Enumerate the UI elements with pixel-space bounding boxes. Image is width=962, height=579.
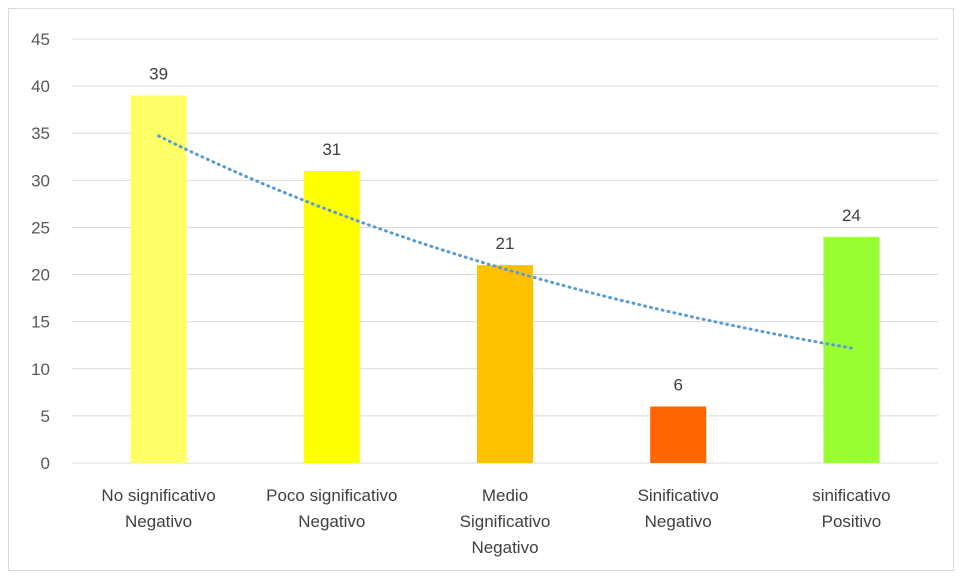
data-label: 24 xyxy=(842,206,861,225)
category-label-line: Medio xyxy=(482,486,528,505)
bar xyxy=(823,236,880,463)
bars xyxy=(130,95,880,464)
y-tick-label: 15 xyxy=(31,313,50,332)
trendline-layer xyxy=(157,134,853,350)
category-label-line: Negativo xyxy=(298,512,365,531)
category-label: Medio Significativo Negativo xyxy=(460,486,551,557)
category-label-line: Negativo xyxy=(645,512,712,531)
y-tick-label: 5 xyxy=(41,407,50,426)
category-label-line: Significativo xyxy=(460,512,551,531)
category-label-line: Positivo xyxy=(822,512,882,531)
y-tick-label: 40 xyxy=(31,77,50,96)
y-tick-label: 10 xyxy=(31,360,50,379)
trendline xyxy=(157,134,853,350)
y-tick-label: 30 xyxy=(31,171,50,190)
data-label: 31 xyxy=(322,140,341,159)
bar xyxy=(130,95,187,464)
gridlines xyxy=(72,38,938,464)
y-tick-label: 45 xyxy=(31,30,50,49)
category-label-line: sinificativo xyxy=(812,486,890,505)
y-axis-tick-labels: 0 5 10 15 20 25 30 35 40 45 xyxy=(31,30,50,473)
category-label-line: Poco significativo xyxy=(266,486,397,505)
category-label-line: Sinificativo xyxy=(638,486,719,505)
y-tick-label: 20 xyxy=(31,266,50,285)
category-label: sinificativo Positivo xyxy=(812,486,890,531)
data-label: 39 xyxy=(149,65,168,84)
data-label: 21 xyxy=(496,234,515,253)
category-label: No significativo Negativo xyxy=(101,486,215,531)
bar xyxy=(650,406,707,463)
category-label-line: Negativo xyxy=(471,538,538,557)
category-label: Poco significativo Negativo xyxy=(266,486,397,531)
y-tick-label: 25 xyxy=(31,218,50,237)
bar xyxy=(477,265,533,463)
data-labels: 39 31 21 6 24 xyxy=(149,65,861,395)
category-label-line: No significativo xyxy=(101,486,215,505)
y-tick-label: 0 xyxy=(41,454,50,473)
data-label: 6 xyxy=(673,375,682,394)
bar xyxy=(303,170,360,463)
category-label: Sinificativo Negativo xyxy=(638,486,719,531)
category-label-line: Negativo xyxy=(125,512,192,531)
y-tick-label: 35 xyxy=(31,124,50,143)
